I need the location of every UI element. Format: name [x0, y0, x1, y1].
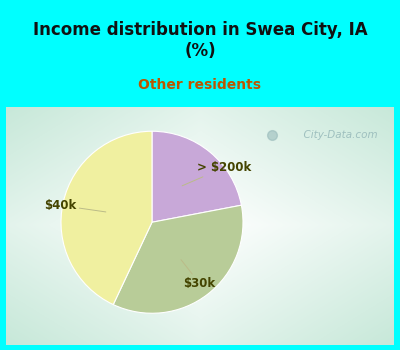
- Text: $40k: $40k: [44, 199, 106, 212]
- Wedge shape: [152, 131, 241, 222]
- Text: > $200k: > $200k: [182, 161, 252, 186]
- Text: Other residents: Other residents: [138, 78, 262, 92]
- Text: City-Data.com: City-Data.com: [297, 130, 378, 140]
- Wedge shape: [113, 205, 243, 313]
- Text: $30k: $30k: [181, 260, 216, 290]
- Wedge shape: [61, 131, 152, 304]
- Text: Income distribution in Swea City, IA
(%): Income distribution in Swea City, IA (%): [33, 21, 367, 60]
